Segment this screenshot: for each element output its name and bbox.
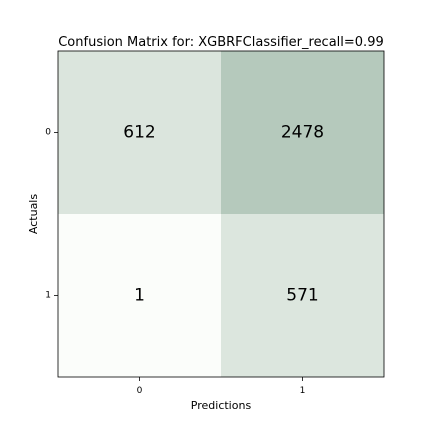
x-axis-label: Predictions xyxy=(191,399,252,412)
heatmap-cells xyxy=(58,51,384,377)
y-tick-label-0: 0 xyxy=(45,128,51,138)
plot-frame xyxy=(57,50,385,378)
chart-title: Confusion Matrix for: XGBRFClassifier_re… xyxy=(58,35,384,50)
heatmap-cell-labels: 612 2478 1 571 xyxy=(123,123,324,306)
y-axis-ticks: 01 xyxy=(45,128,58,301)
y-axis-label: Actuals xyxy=(27,194,40,234)
cell-value-label-0-0: 612 xyxy=(123,123,155,143)
cell-value-label-0-1: 2478 xyxy=(281,123,324,143)
heatmap-cell-1-0 xyxy=(58,214,221,377)
heatmap-cell-1-1 xyxy=(221,214,384,377)
cell-value-label-1-0: 1 xyxy=(134,286,145,306)
x-tick-label-1: 1 xyxy=(300,386,306,396)
heatmap-cell-0-1 xyxy=(221,51,384,214)
heatmap-cell-0-0 xyxy=(58,51,221,214)
cell-value-label-1-1: 571 xyxy=(286,286,318,306)
x-tick-label-0: 0 xyxy=(137,386,143,396)
y-tick-label-1: 1 xyxy=(45,291,51,301)
